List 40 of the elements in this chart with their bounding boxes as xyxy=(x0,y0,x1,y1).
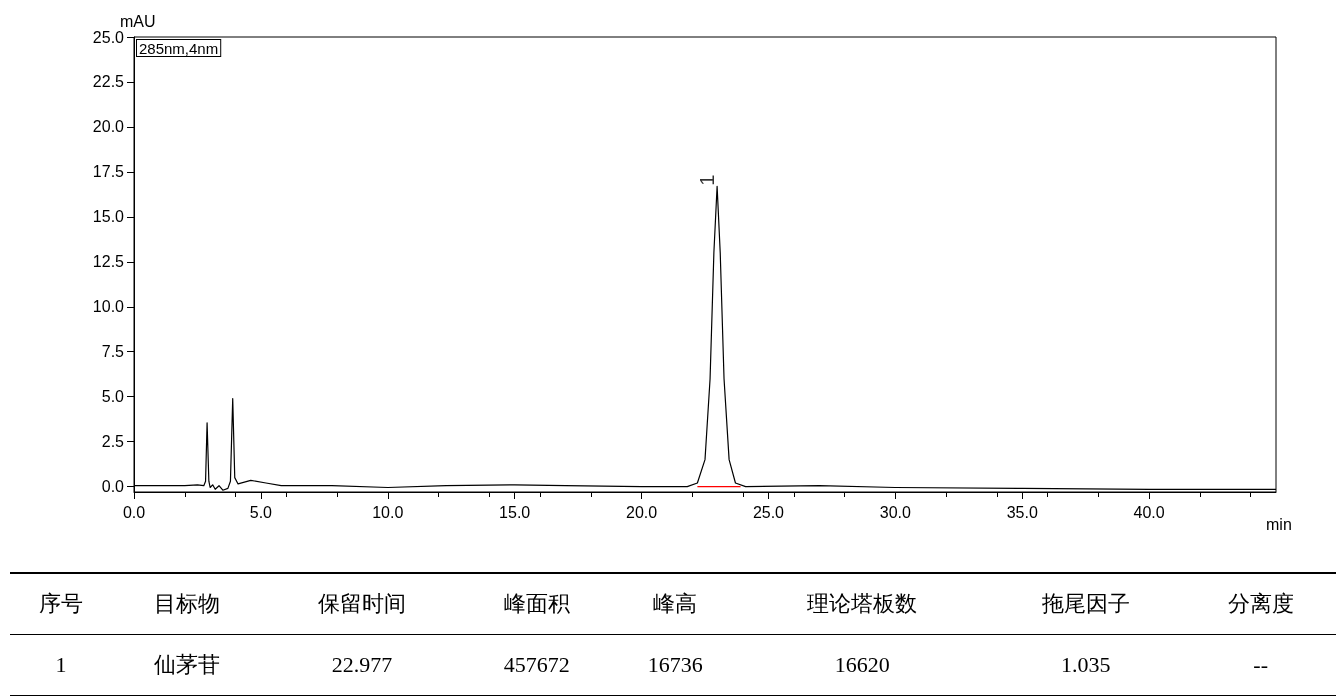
text: 457672 xyxy=(461,634,613,696)
y-tick-label: 25.0 xyxy=(92,28,125,46)
text: 分离度 xyxy=(1185,573,1336,635)
x-tick-label: 10.0 xyxy=(372,503,404,521)
annotation: 1 xyxy=(696,174,719,186)
text: 拖尾因子 xyxy=(986,573,1186,635)
x-tick-label: 0.0 xyxy=(122,503,146,521)
text: 1 xyxy=(10,634,112,696)
text: 仙茅苷 xyxy=(111,634,263,696)
text: 16620 xyxy=(738,634,987,696)
text: 序号 xyxy=(10,573,112,635)
text: 理论塔板数 xyxy=(738,573,987,635)
x-axis-title: min xyxy=(1266,515,1292,533)
x-tick-label: 15.0 xyxy=(499,503,531,521)
y-tick-label: 10.0 xyxy=(92,298,125,316)
x-tick-label: 5.0 xyxy=(249,503,273,521)
y-tick-label: 22.5 xyxy=(92,73,125,91)
y-tick-label: 20.0 xyxy=(92,118,125,136)
y-tick-label: 0.0 xyxy=(101,478,125,496)
y-tick-label: 15.0 xyxy=(92,208,125,226)
y-tick-label: 5.0 xyxy=(101,388,125,406)
text: 22.977 xyxy=(262,634,462,696)
x-tick-label: 35.0 xyxy=(1006,503,1038,521)
y-tick-label: 7.5 xyxy=(101,343,125,361)
x-tick-label: 40.0 xyxy=(1133,503,1165,521)
x-tick-label: 25.0 xyxy=(752,503,785,521)
text: 目标物 xyxy=(111,573,263,635)
y-tick-label: 2.5 xyxy=(101,433,125,451)
y-tick-label: 17.5 xyxy=(92,163,125,181)
text: 保留时间 xyxy=(262,573,462,635)
text: 16736 xyxy=(612,634,739,696)
x-tick-label: 20.0 xyxy=(625,503,658,521)
y-tick-label: 12.5 xyxy=(92,253,125,271)
text: 峰面积 xyxy=(461,573,613,635)
x-tick-label: 30.0 xyxy=(879,503,912,521)
y-axis-title: mAU xyxy=(120,12,156,30)
text: -- xyxy=(1185,634,1336,696)
annotation: 285nm,4nm xyxy=(139,40,219,57)
text: 峰高 xyxy=(612,573,739,635)
text: 1.035 xyxy=(986,634,1186,696)
